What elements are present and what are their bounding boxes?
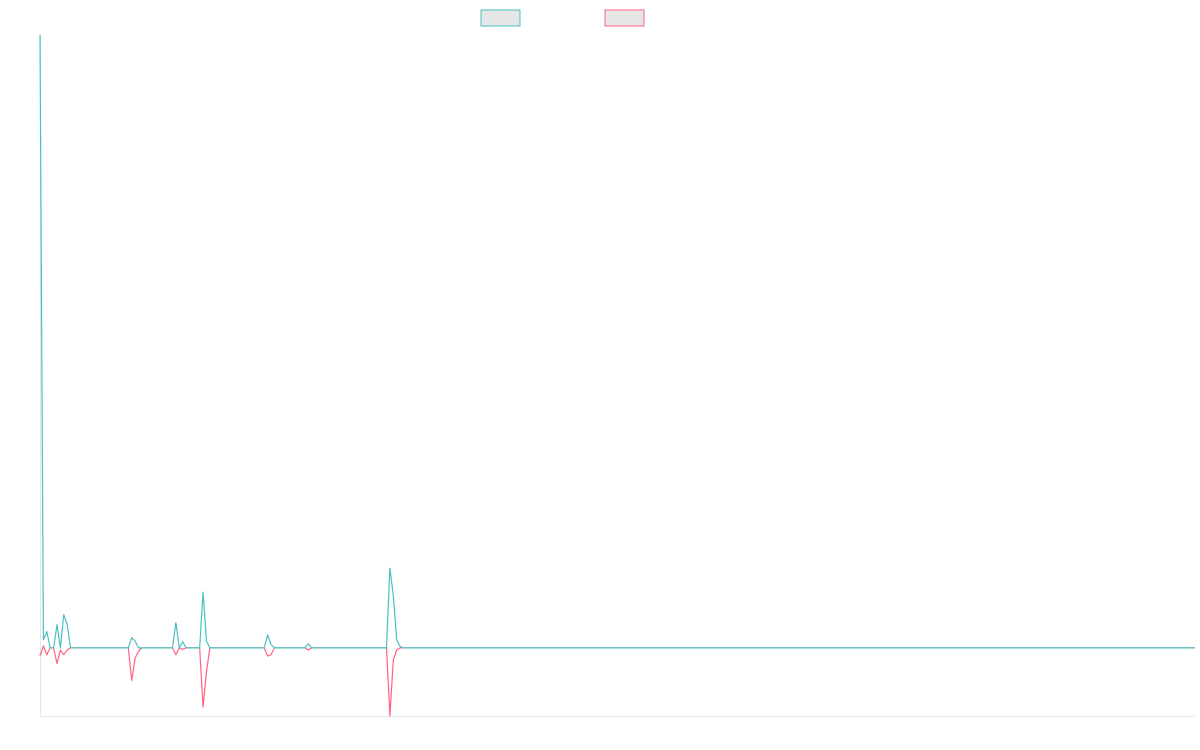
series-line xyxy=(39,34,1195,649)
legend-swatch xyxy=(480,9,521,27)
legend-swatch xyxy=(604,9,645,27)
series-line xyxy=(39,645,1195,717)
